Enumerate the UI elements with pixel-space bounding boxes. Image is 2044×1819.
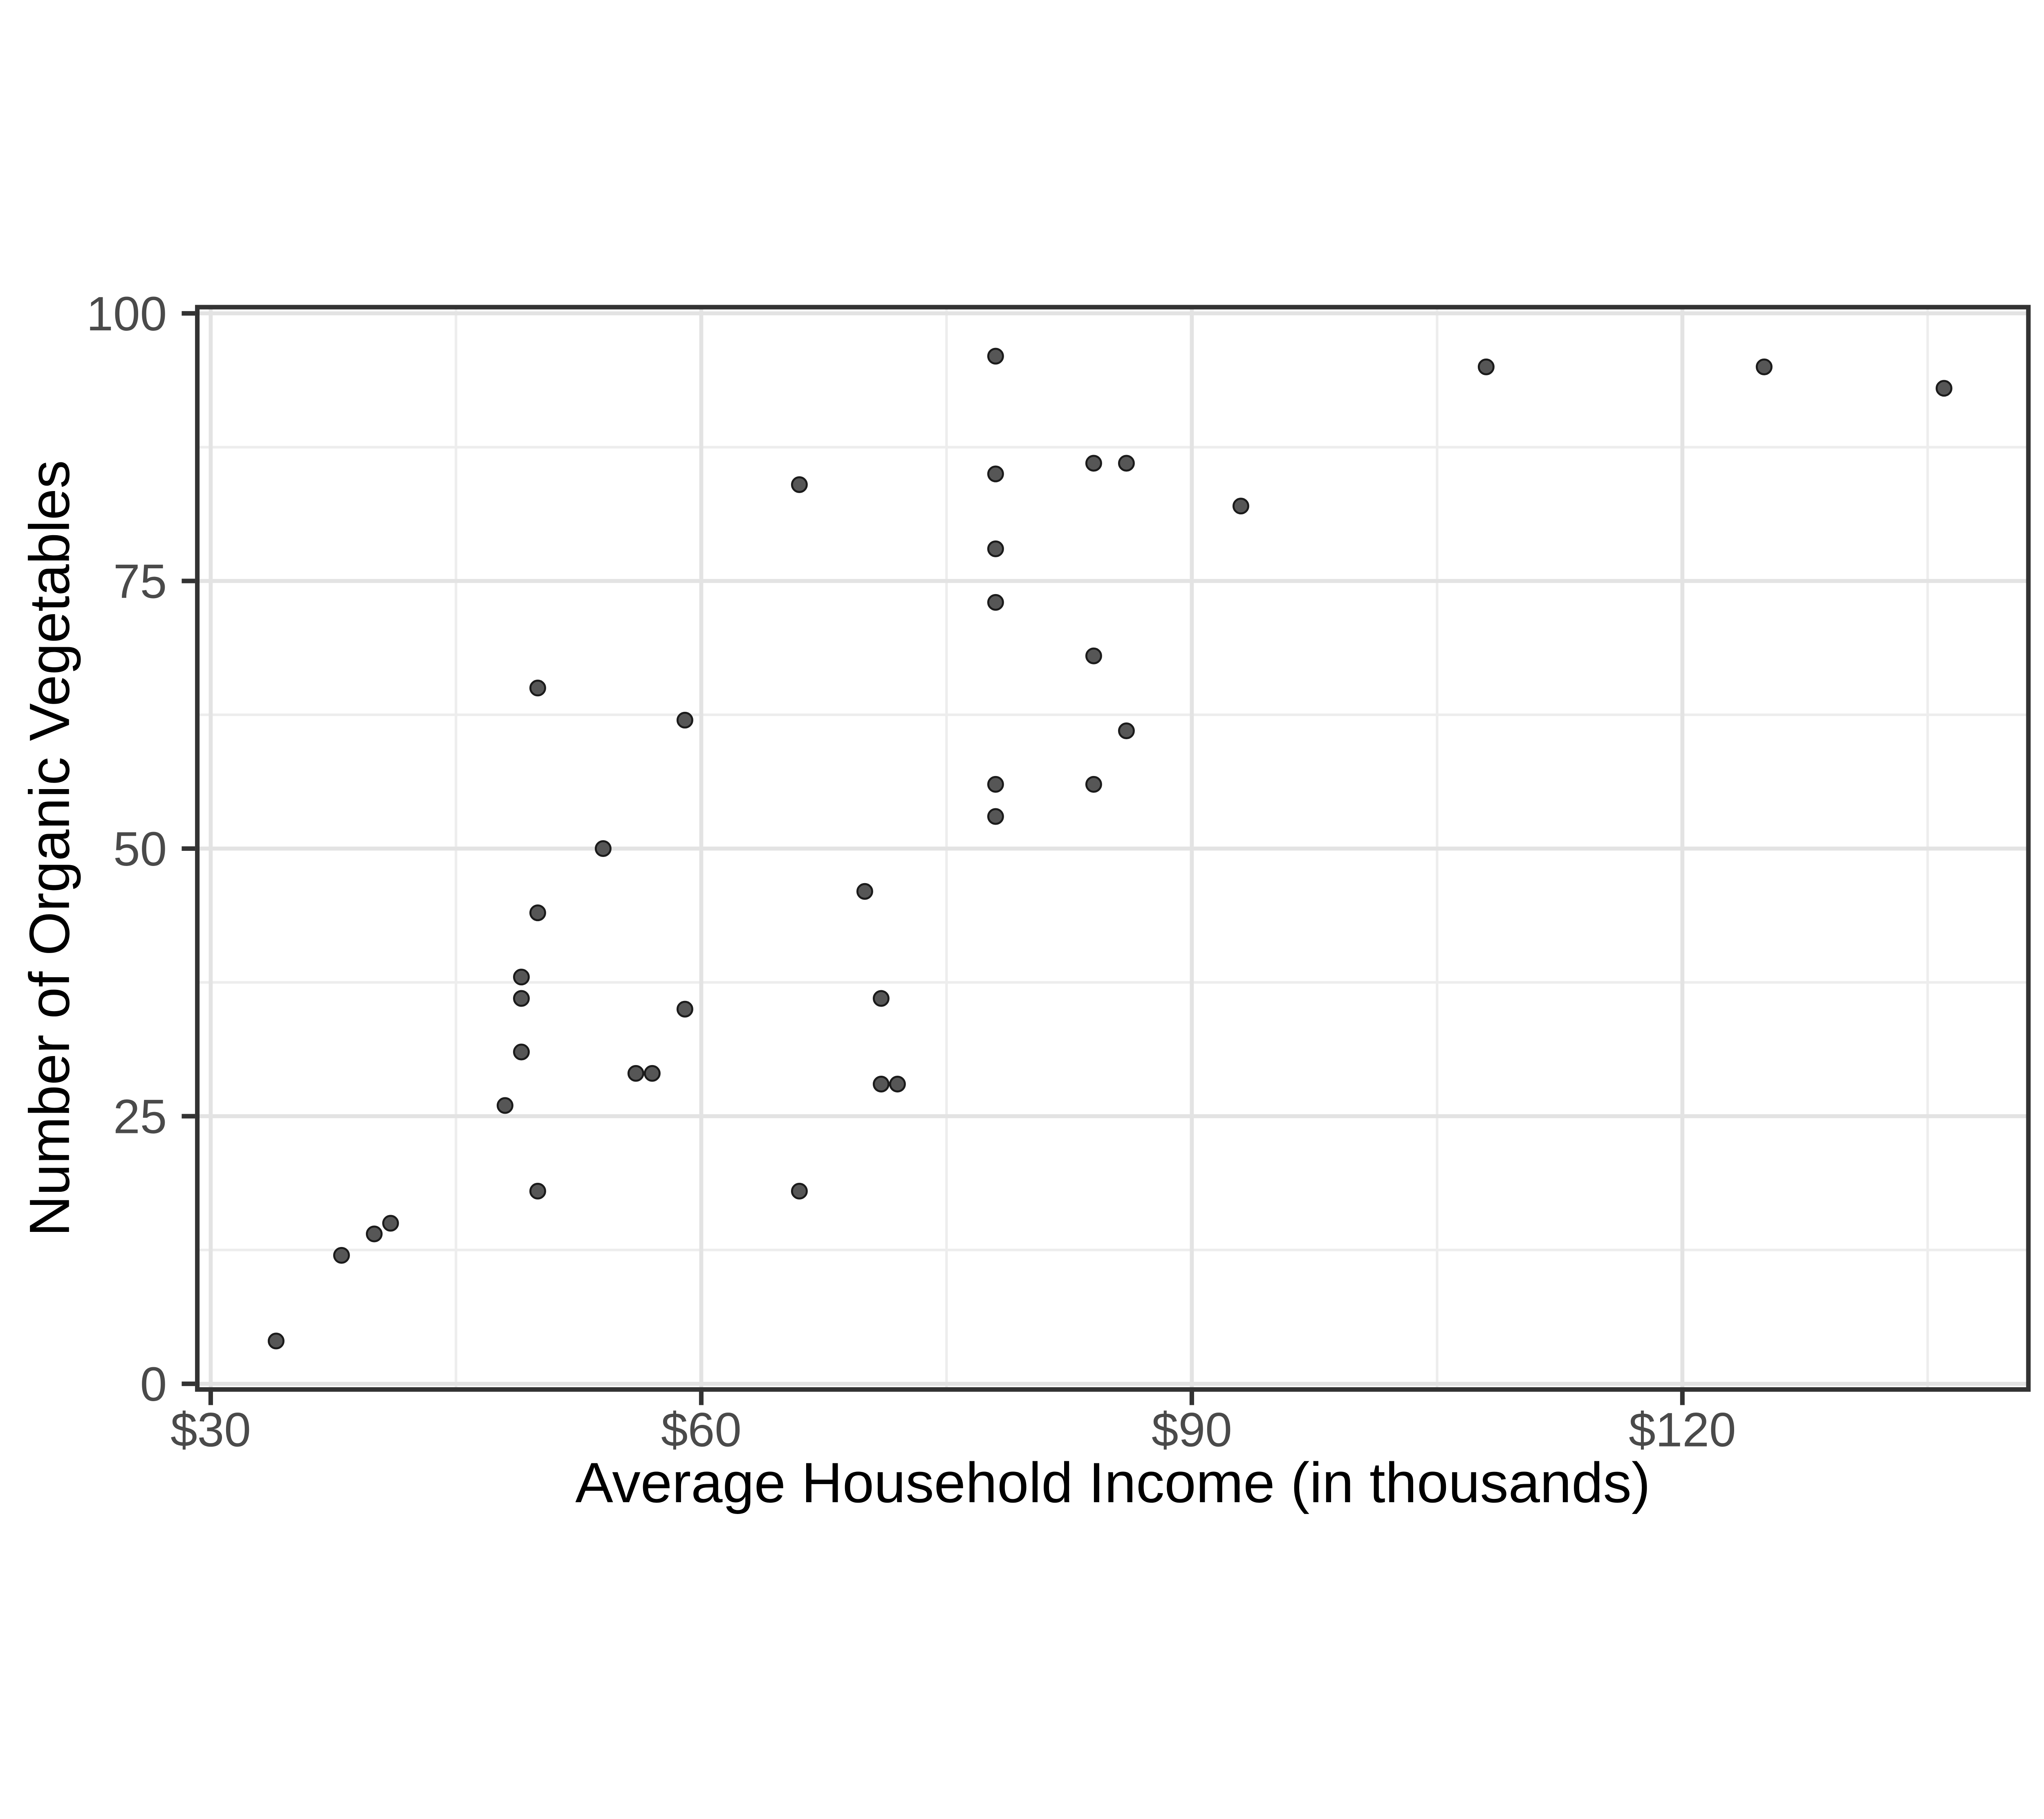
data-point <box>513 1043 530 1061</box>
data-point <box>1085 776 1102 793</box>
data-point <box>676 711 693 729</box>
data-point <box>872 990 890 1007</box>
data-points <box>267 348 1952 1350</box>
x-axis: $30 $60 $90 $120 <box>170 1392 1736 1457</box>
x-tick-label: $120 <box>1629 1403 1736 1457</box>
y-tick-label: 100 <box>86 287 167 341</box>
data-point <box>987 465 1004 482</box>
gridlines-major <box>197 307 2028 1390</box>
data-point <box>627 1065 644 1082</box>
y-tick-label: 0 <box>140 1357 167 1411</box>
data-point <box>513 990 530 1007</box>
data-point <box>496 1097 513 1114</box>
y-tick-label: 50 <box>113 822 167 876</box>
data-point <box>1755 358 1773 375</box>
data-point <box>987 540 1004 557</box>
y-axis: 0 25 50 75 100 <box>86 287 195 1411</box>
data-point <box>791 476 808 493</box>
data-point <box>791 1182 808 1200</box>
data-point <box>987 808 1004 825</box>
data-point <box>987 348 1004 365</box>
x-axis-title: Average Household Income (in thousands) <box>575 1451 1650 1514</box>
data-point <box>1118 722 1135 739</box>
data-point <box>365 1225 383 1243</box>
data-point <box>856 883 873 900</box>
data-point <box>267 1332 285 1350</box>
data-point <box>676 1000 693 1018</box>
y-axis-title: Number of Organic Vegetables <box>18 460 81 1236</box>
data-point <box>529 904 546 922</box>
data-point <box>529 680 546 697</box>
x-tick-label: $30 <box>170 1403 251 1457</box>
x-tick-label: $60 <box>661 1403 742 1457</box>
panel-border <box>195 305 2031 1392</box>
y-tick-label: 25 <box>113 1090 167 1144</box>
y-tick-label: 75 <box>113 555 167 609</box>
data-point <box>987 594 1004 611</box>
data-point <box>889 1076 906 1092</box>
data-point <box>529 1182 546 1200</box>
data-point <box>987 776 1004 793</box>
data-point <box>333 1247 350 1264</box>
data-point <box>1085 455 1102 472</box>
data-point <box>643 1065 661 1082</box>
data-point <box>382 1215 399 1232</box>
data-point <box>1085 647 1102 664</box>
data-point <box>594 840 612 857</box>
x-tick-label: $90 <box>1152 1403 1232 1457</box>
data-point <box>1118 455 1135 472</box>
data-point <box>872 1076 890 1092</box>
data-point <box>1232 498 1249 515</box>
data-point <box>513 969 530 986</box>
data-point <box>1935 380 1952 397</box>
data-point <box>1477 358 1495 375</box>
